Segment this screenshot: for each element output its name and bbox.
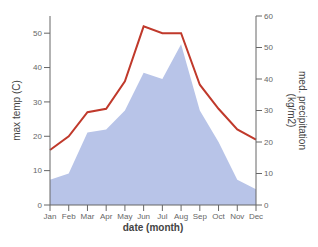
svg-text:40: 40 xyxy=(33,63,42,72)
svg-text:date (month): date (month) xyxy=(123,222,184,233)
svg-text:Dec: Dec xyxy=(249,212,263,221)
svg-text:Oct: Oct xyxy=(212,212,225,221)
svg-text:50: 50 xyxy=(33,29,42,38)
svg-text:60: 60 xyxy=(264,12,273,21)
svg-text:50: 50 xyxy=(264,43,273,52)
svg-text:Nov: Nov xyxy=(230,212,244,221)
svg-text:May: May xyxy=(117,212,132,221)
svg-text:40: 40 xyxy=(264,75,273,84)
svg-text:Sep: Sep xyxy=(193,212,208,221)
svg-text:Jun: Jun xyxy=(137,212,150,221)
svg-text:Feb: Feb xyxy=(62,212,76,221)
svg-text:Jan: Jan xyxy=(44,212,57,221)
svg-text:0: 0 xyxy=(264,201,269,210)
svg-text:Aug: Aug xyxy=(174,212,188,221)
svg-text:Mar: Mar xyxy=(81,212,95,221)
svg-text:Jul: Jul xyxy=(157,212,167,221)
svg-text:20: 20 xyxy=(33,132,42,141)
svg-text:30: 30 xyxy=(264,106,273,115)
svg-text:max temp (C): max temp (C) xyxy=(11,80,22,141)
svg-text:Apr: Apr xyxy=(100,212,113,221)
svg-text:0: 0 xyxy=(38,201,43,210)
svg-text:10: 10 xyxy=(264,169,273,178)
svg-text:10: 10 xyxy=(33,166,42,175)
svg-text:20: 20 xyxy=(264,138,273,147)
svg-text:30: 30 xyxy=(33,98,42,107)
svg-text:med. precipitation(kg/m2): med. precipitation(kg/m2) xyxy=(286,71,308,150)
